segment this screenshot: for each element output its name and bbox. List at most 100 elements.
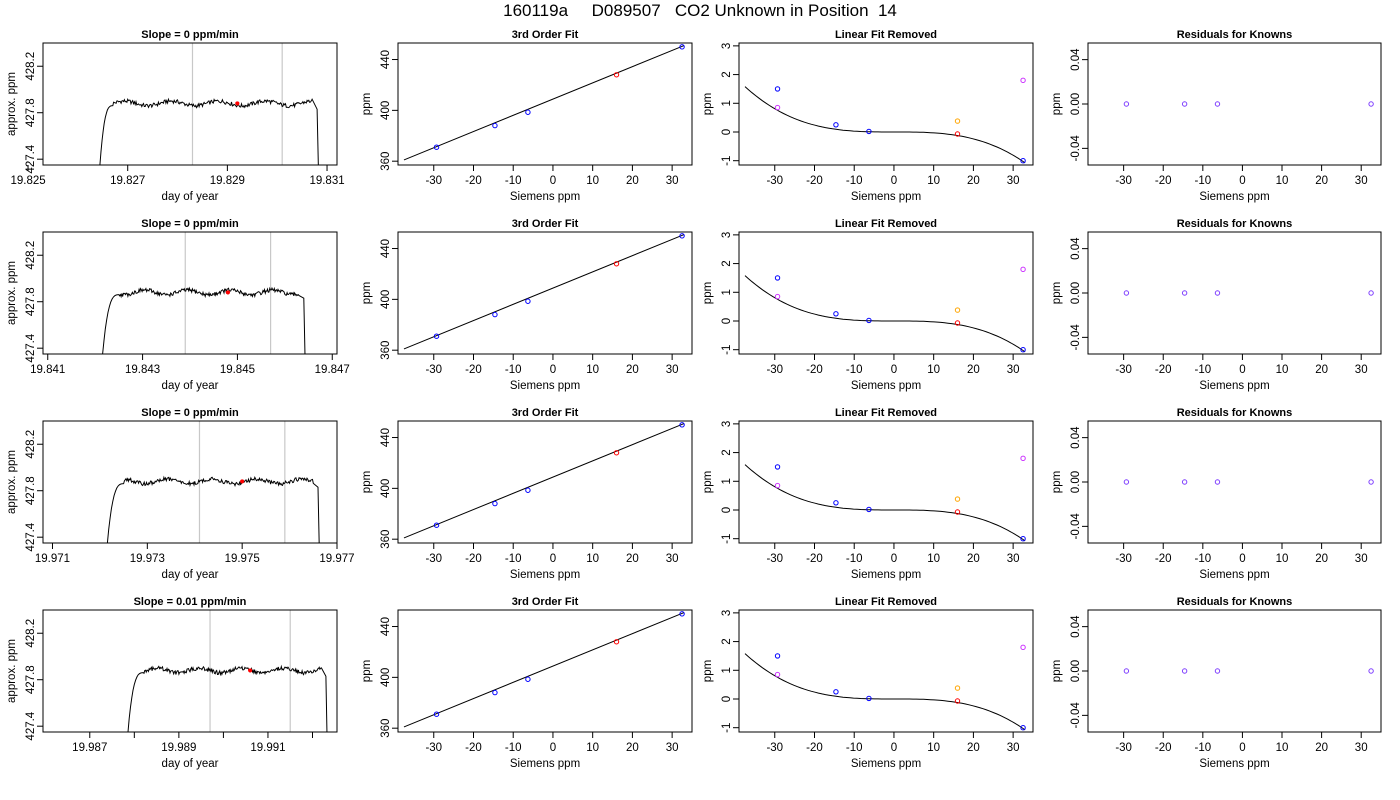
plot-area xyxy=(106,421,320,543)
x-tick-label: -20 xyxy=(806,553,823,565)
plot-frame xyxy=(42,609,338,733)
y-tick-label: 0.00 xyxy=(1070,93,1082,115)
y-tick-label: 0 xyxy=(721,696,733,702)
x-tick-label: 30 xyxy=(1355,742,1368,754)
panel-r0-c1: 3rd Order Fit -30 -20 -10 0 10 20 30 360 400 440 Si… xyxy=(361,29,693,203)
plot-frame xyxy=(738,609,1034,733)
y-tick-label: 0.04 xyxy=(1070,426,1082,449)
fit-curve xyxy=(744,86,1026,164)
y-tick-label: 3 xyxy=(721,610,733,616)
data-point xyxy=(492,122,498,129)
y-tick-label: 428.2 xyxy=(25,52,37,81)
panel-title: Slope = 0 ppm/min xyxy=(141,218,239,230)
panel-title: Slope = 0.01 ppm/min xyxy=(134,596,247,608)
data-point xyxy=(866,128,872,135)
plot-area xyxy=(1123,101,1374,107)
data-point xyxy=(433,144,440,150)
data-point xyxy=(1020,644,1026,651)
x-tick-label: 0 xyxy=(891,553,897,565)
x-tick-label: 19.971 xyxy=(35,553,70,565)
y-tick-label: 0 xyxy=(721,129,733,135)
data-point xyxy=(525,676,531,682)
analyzer-trace xyxy=(102,286,306,354)
figure-title: 160119a D089507 CO2 Unknown in Position … xyxy=(503,1,897,20)
y-tick-label: 360 xyxy=(380,530,392,549)
x-axis-label: Siemens ppm xyxy=(851,569,921,581)
x-tick-label: -20 xyxy=(465,364,482,376)
plot-frame xyxy=(738,42,1034,166)
x-tick-label: 19.843 xyxy=(125,364,160,376)
x-tick-label: 30 xyxy=(1355,364,1368,376)
data-point xyxy=(1123,668,1130,674)
plot-frame xyxy=(738,420,1034,544)
y-axis-label: approx. ppm xyxy=(6,261,18,325)
x-tick-label: -30 xyxy=(425,553,442,565)
y-axis-label: ppm xyxy=(1051,282,1063,304)
x-axis-label: Siemens ppm xyxy=(510,191,580,203)
data-point xyxy=(613,261,620,267)
data-point xyxy=(954,131,961,137)
x-tick-label: 19.987 xyxy=(72,742,107,754)
panel-title: Residuals for Knowns xyxy=(1177,29,1293,41)
y-tick-label: 0.04 xyxy=(1070,48,1082,71)
panel-r2-c2: Linear Fit Removed-30 -20 -10 0 10 20 30-10123… xyxy=(702,407,1034,581)
x-axis-label: Siemens ppm xyxy=(851,380,921,392)
analyzer-trace xyxy=(127,664,328,732)
x-tick-label: 30 xyxy=(666,175,679,187)
analyzer-trace xyxy=(99,97,319,165)
data-point xyxy=(492,311,498,318)
x-tick-label: 0 xyxy=(891,175,897,187)
x-tick-label: -20 xyxy=(806,175,823,187)
x-axis-label: Siemens ppm xyxy=(1199,380,1269,392)
plot-frame xyxy=(42,42,338,166)
x-tick-label: -10 xyxy=(846,175,863,187)
plot-frame xyxy=(738,231,1034,355)
plot-area xyxy=(744,77,1026,164)
fit-line xyxy=(403,45,685,161)
x-tick-label: 30 xyxy=(1007,553,1020,565)
x-axis-label: Siemens ppm xyxy=(1199,569,1269,581)
data-point xyxy=(525,109,531,115)
x-tick-label: -10 xyxy=(846,742,863,754)
data-point xyxy=(1214,668,1221,674)
x-tick-label: 0 xyxy=(1239,742,1245,754)
data-point xyxy=(833,500,839,506)
data-point xyxy=(1020,535,1026,542)
x-tick-label: -30 xyxy=(766,364,783,376)
x-tick-label: 20 xyxy=(967,553,980,565)
x-tick-label: 19.841 xyxy=(30,364,65,376)
plot-area xyxy=(403,233,685,350)
panel-r3-c3: Residuals for Knowns -30 -20 -10 0 10 20 30 -0.0… xyxy=(1051,596,1382,770)
panel-r1-c2: Linear Fit Removed-30 -20 -10 0 10 20 30-10123… xyxy=(702,218,1034,392)
x-tick-label: 19.977 xyxy=(319,553,354,565)
x-tick-label: -10 xyxy=(846,364,863,376)
x-tick-label: 10 xyxy=(1276,175,1289,187)
data-point xyxy=(774,464,781,470)
data-point xyxy=(492,500,498,507)
y-tick-label: 427.4 xyxy=(25,144,37,173)
plot-area xyxy=(99,43,319,165)
x-tick-label: 30 xyxy=(1355,175,1368,187)
y-tick-label: 0.00 xyxy=(1070,660,1082,682)
plot-area xyxy=(744,266,1026,353)
plot-area xyxy=(1123,668,1374,674)
y-tick-label: 400 xyxy=(380,668,392,687)
y-axis-label: ppm xyxy=(702,93,714,115)
plot-area xyxy=(744,455,1026,542)
data-point xyxy=(1181,479,1188,485)
data-point xyxy=(525,487,531,493)
x-tick-label: -10 xyxy=(846,553,863,565)
y-tick-label: 360 xyxy=(380,152,392,171)
plot-area xyxy=(127,610,328,732)
data-point xyxy=(1020,455,1026,462)
y-tick-label: 3 xyxy=(721,421,733,427)
data-point xyxy=(679,233,685,239)
x-tick-label: 20 xyxy=(1315,553,1328,565)
y-tick-label: 427.4 xyxy=(25,711,37,740)
x-tick-label: -10 xyxy=(505,175,522,187)
data-point xyxy=(1368,101,1374,107)
panel-r2-c1: 3rd Order Fit -30 -20 -10 0 10 20 30 360 400 440 Si… xyxy=(361,407,693,581)
x-tick-label: 30 xyxy=(1355,553,1368,565)
x-tick-label: 20 xyxy=(967,364,980,376)
data-point xyxy=(954,118,961,124)
